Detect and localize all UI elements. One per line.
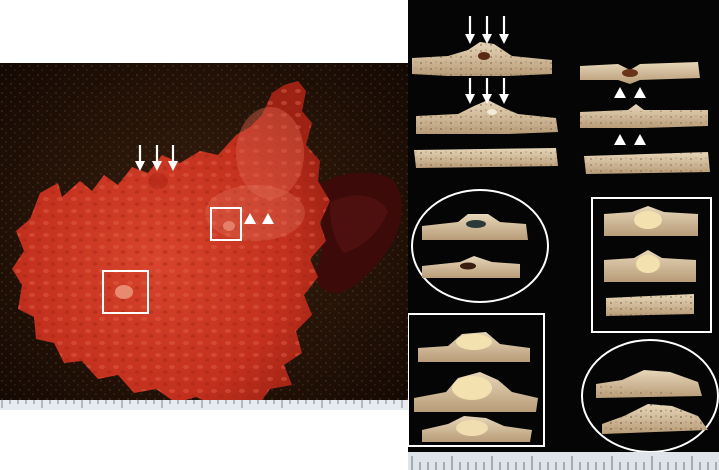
slice-group-top-left	[412, 42, 558, 168]
slice-group-bottom-right	[596, 370, 708, 434]
down-arrow-icon	[499, 16, 509, 44]
down-arrow-icon-group	[135, 145, 178, 171]
down-arrow-icon	[168, 145, 178, 171]
triangle-marker-icon	[244, 213, 256, 224]
down-arrow-icon	[482, 78, 492, 104]
sections-svg	[408, 16, 719, 453]
triangle-marker-icon	[614, 134, 626, 145]
down-arrow-icon	[465, 16, 475, 44]
circle-group-marker	[411, 189, 549, 303]
down-arrow-icon	[152, 145, 162, 171]
lesion-spot-2	[223, 221, 235, 231]
rectangle-group-marker	[591, 197, 712, 333]
triangle-marker-icon	[614, 87, 626, 98]
rectangle-box-marker	[210, 207, 242, 241]
down-arrow-icon	[482, 16, 492, 44]
rectangle-box-marker	[102, 270, 149, 314]
ruler-right	[408, 452, 719, 470]
down-arrow-icon	[499, 78, 509, 104]
triangle-marker-icon	[634, 134, 646, 145]
ruler-left	[0, 400, 408, 410]
specimen-photo-left	[0, 63, 408, 408]
slice-group-mid-right	[604, 206, 698, 316]
down-arrow-icon	[135, 145, 145, 171]
lesion-spot-1	[115, 285, 133, 299]
cut-sections-right	[408, 0, 719, 470]
rectangle-group-marker	[408, 313, 545, 447]
slice-group-bottom-left	[414, 332, 538, 442]
down-arrow-icon	[465, 78, 475, 104]
specimen-svg	[0, 63, 408, 408]
triangle-marker-icon	[634, 87, 646, 98]
triangle-marker-icon	[262, 213, 274, 224]
slice-group-top-right	[580, 62, 710, 174]
slice-group-mid-left	[422, 214, 528, 278]
